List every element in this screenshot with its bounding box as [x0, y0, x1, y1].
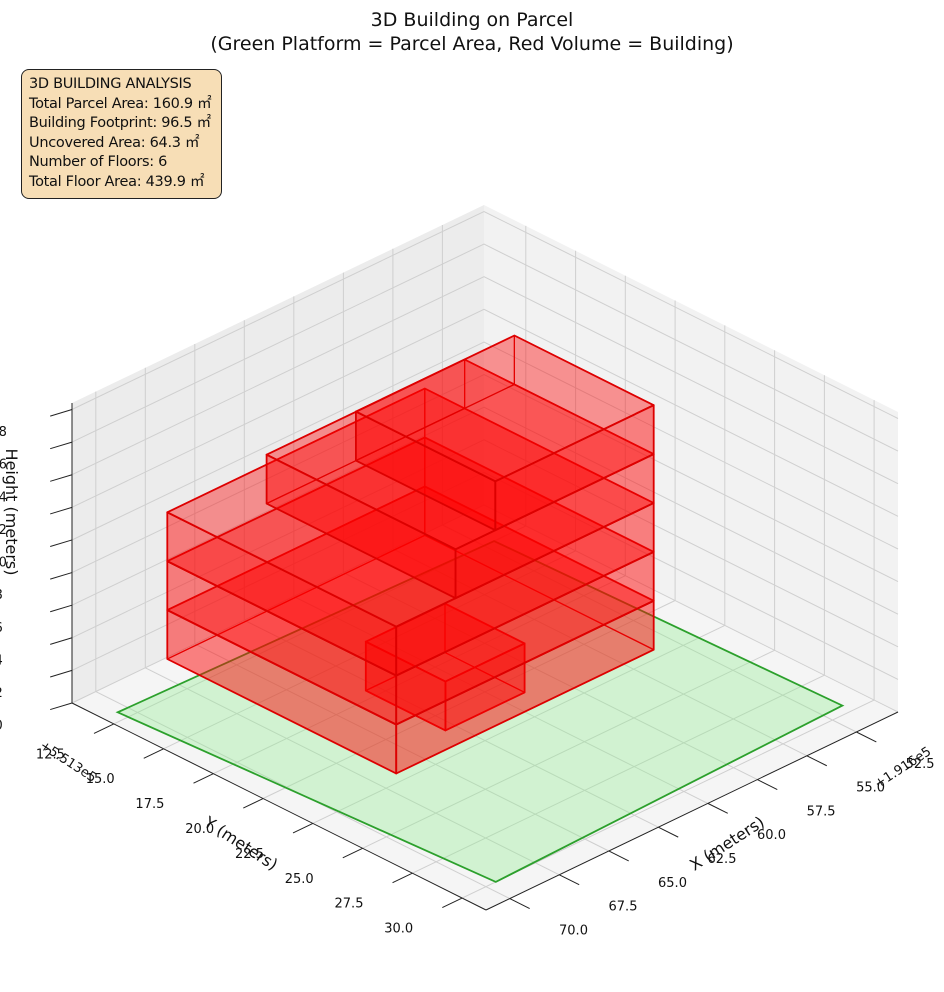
z-tick-label-5: 10: [0, 556, 7, 571]
x-tick-label-7: 70.0: [559, 923, 588, 938]
y-tick-label-3: 20.0: [185, 822, 214, 837]
grid-z-6: [71, 308, 899, 517]
y-tick-label-4: 22.5: [235, 847, 264, 862]
analysis-info-box: 3D BUILDING ANALYSIS Total Parcel Area: …: [21, 69, 222, 199]
z-tick-mark-6: [50, 506, 73, 515]
plot-scene: [115, 334, 845, 883]
z-tick-label-9: 18: [0, 425, 7, 440]
chart-subtitle: (Green Platform = Parcel Area, Red Volum…: [210, 33, 733, 55]
grid-z-1: [71, 471, 899, 680]
z-tick-mark-3: [50, 604, 73, 613]
y-tick-label-6: 27.5: [335, 897, 364, 912]
y-tick-mark-2: [193, 773, 214, 784]
pane-y-back: [72, 205, 484, 703]
x-tick-mark-5: [608, 850, 629, 862]
z-tick-mark-2: [50, 637, 73, 645]
grid-z-8: [71, 243, 899, 452]
z-tick-label-1: 2: [0, 686, 3, 701]
z-tick-label-8: 16: [0, 458, 7, 473]
z-tick-mark-4: [50, 572, 73, 580]
x-tick-label-4: 62.5: [708, 852, 737, 867]
grid-z-5: [71, 341, 899, 550]
x-tick-mark-2: [757, 779, 778, 790]
y-tick-label-0: 12.5: [36, 747, 65, 762]
x-tick-mark-6: [559, 874, 580, 886]
y-tick-mark-3: [243, 798, 264, 809]
floor-6-top: [354, 334, 655, 483]
y-tick-mark-6: [392, 872, 413, 884]
y-tick-label-5: 25.0: [285, 872, 314, 887]
grid-z-9: [71, 210, 899, 419]
grid-lines: [71, 210, 899, 900]
y-tick-mark-0: [93, 723, 115, 734]
z-tick-mark-1: [50, 669, 73, 678]
x-tick-label-1: 55.0: [856, 781, 885, 796]
info-total-floor-area: Total Floor Area: 439.9 ㎡: [29, 173, 205, 190]
grid-z-0: [71, 504, 899, 713]
y-tick-label-1: 15.0: [86, 772, 115, 787]
z-tick-label-4: 8: [0, 588, 3, 603]
x-tick-label-6: 67.5: [609, 900, 638, 915]
parcel-platform: [115, 540, 845, 883]
pane-floor: [72, 505, 898, 910]
y-tick-mark-1: [143, 748, 164, 759]
y-tick-mark-4: [292, 822, 314, 834]
axis-lines: 52.5 55.0 57.5 60.0 62.5 65.0 67.5 70.0 12.5 15.0…: [0, 403, 935, 938]
axis-panes: [72, 205, 898, 910]
x-tick-label-0: 52.5: [906, 757, 935, 772]
z-tick-mark-0: [50, 702, 73, 711]
grid-z-7: [71, 276, 899, 485]
x-axis-line: [485, 711, 899, 911]
info-number-of-floors: Number of Floors: 6: [29, 154, 168, 170]
y-tick-label-7: 30.0: [384, 922, 413, 937]
z-tick-label-7: 14: [0, 490, 7, 505]
info-title: 3D BUILDING ANALYSIS: [29, 76, 192, 92]
y-tick-mark-5: [342, 847, 363, 859]
x-tick-label-3: 60.0: [757, 828, 786, 843]
x-tick-mark-4: [658, 826, 679, 838]
grid-z-3: [71, 406, 899, 615]
y-tick-mark-7: [442, 897, 463, 909]
z-tick-mark-9: [50, 409, 73, 417]
z-axis-label: Height (meters): [2, 449, 21, 576]
z-tick-label-3: 6: [0, 621, 3, 636]
x-tick-label-2: 57.5: [807, 804, 836, 819]
y-axis-line: [71, 702, 487, 911]
x-tick-mark-7: [509, 898, 530, 909]
pane-x-back: [484, 205, 898, 712]
chart-title: 3D Building on Parcel: [371, 9, 574, 31]
x-tick-mark-0: [856, 731, 877, 743]
z-tick-label-6: 12: [0, 523, 7, 538]
z-tick-mark-5: [50, 539, 73, 548]
info-building-footprint: Building Footprint: 96.5 ㎡: [29, 115, 211, 131]
z-tick-mark-8: [50, 441, 73, 450]
grid-z-4: [71, 374, 899, 583]
info-parcel-area: Total Parcel Area: 160.9 ㎡: [29, 95, 212, 112]
grid-z-2: [71, 439, 899, 648]
y-axis-label: Y (meters): [200, 812, 281, 874]
y-tick-label-2: 17.5: [135, 797, 164, 812]
z-tick-label-0: 0: [0, 719, 3, 734]
info-uncovered-area: Uncovered Area: 64.3 ㎡: [29, 134, 200, 151]
z-tick-mark-7: [50, 474, 73, 482]
x-tick-mark-3: [707, 802, 728, 814]
z-tick-label-2: 4: [0, 653, 3, 668]
x-tick-mark-1: [806, 755, 828, 767]
x-tick-label-5: 65.0: [658, 876, 687, 891]
